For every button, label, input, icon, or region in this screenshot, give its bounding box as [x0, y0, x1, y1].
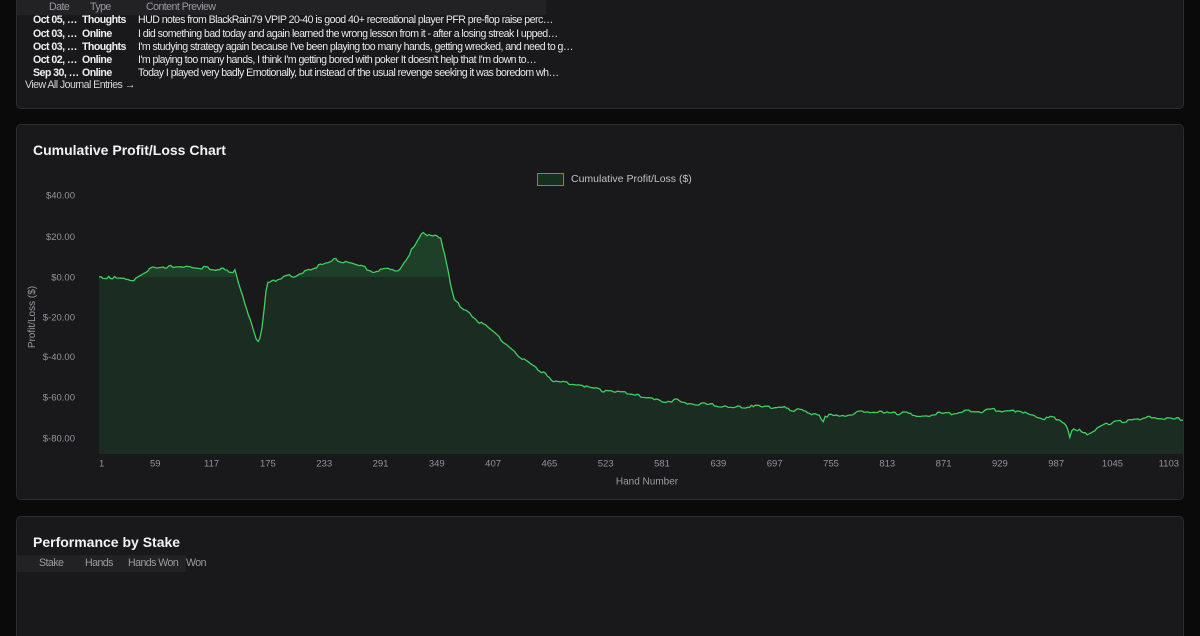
- svg-text:$-80.00: $-80.00: [43, 434, 75, 445]
- svg-text:465: 465: [541, 459, 557, 470]
- svg-text:697: 697: [767, 459, 783, 470]
- svg-text:233: 233: [316, 459, 332, 470]
- svg-text:1045: 1045: [1102, 459, 1123, 470]
- svg-text:1103: 1103: [1159, 459, 1179, 470]
- svg-text:$-60.00: $-60.00: [43, 393, 75, 404]
- svg-text:813: 813: [879, 459, 895, 470]
- svg-text:639: 639: [710, 459, 726, 470]
- svg-text:871: 871: [936, 459, 952, 470]
- svg-text:349: 349: [429, 459, 445, 470]
- svg-text:523: 523: [598, 459, 614, 470]
- svg-text:987: 987: [1048, 459, 1064, 470]
- svg-text:Hand Number: Hand Number: [616, 477, 679, 488]
- svg-text:291: 291: [373, 459, 389, 470]
- svg-text:$0.00: $0.00: [51, 272, 75, 283]
- svg-text:Profit/Loss ($): Profit/Loss ($): [27, 286, 38, 348]
- svg-text:$-20.00: $-20.00: [43, 312, 75, 323]
- svg-text:$20.00: $20.00: [46, 232, 75, 243]
- svg-text:929: 929: [992, 459, 1008, 470]
- svg-text:$-40.00: $-40.00: [43, 352, 75, 363]
- svg-text:755: 755: [823, 459, 839, 470]
- svg-text:117: 117: [204, 459, 219, 470]
- svg-text:59: 59: [150, 459, 161, 470]
- svg-text:581: 581: [654, 459, 670, 470]
- svg-text:$40.00: $40.00: [46, 191, 75, 202]
- svg-text:175: 175: [260, 459, 276, 470]
- svg-text:407: 407: [485, 459, 501, 470]
- svg-text:1: 1: [99, 459, 104, 470]
